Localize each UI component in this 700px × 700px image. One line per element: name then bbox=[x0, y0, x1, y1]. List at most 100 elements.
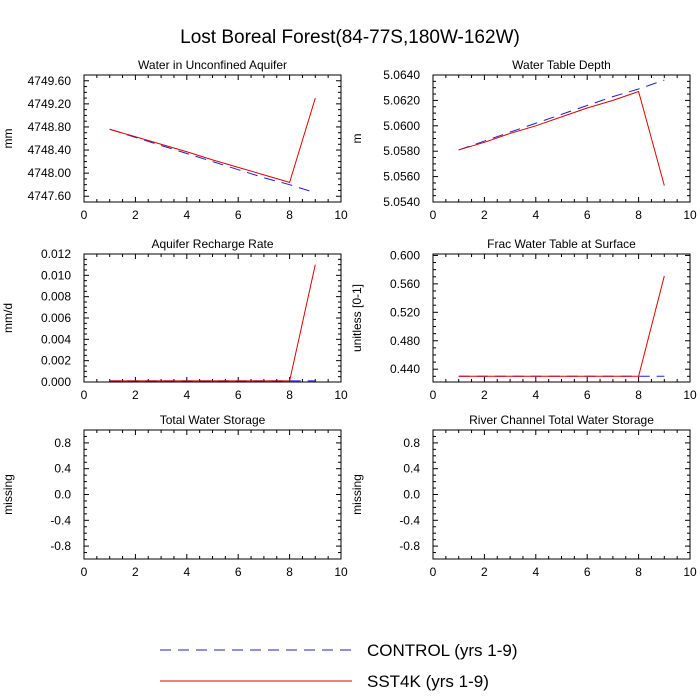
chart-panel: Frac Water Table at Surface unitless [0-1… bbox=[350, 237, 697, 402]
y-tick-label: -0.4 bbox=[50, 513, 71, 527]
y-tick-label: 0.004 bbox=[41, 332, 71, 346]
series-line bbox=[458, 90, 665, 186]
chart-panel: Aquifer Recharge Rate mm/d 0 2 4 6 8 10 0.000 0.0… bbox=[1, 237, 348, 402]
x-tick-label: 4 bbox=[532, 388, 539, 402]
x-tick-label: 10 bbox=[334, 208, 348, 222]
x-tick-label: 8 bbox=[286, 565, 293, 579]
x-tick-label: 10 bbox=[683, 388, 697, 402]
y-axis-label: missing bbox=[1, 474, 15, 515]
y-tick-label: 0.010 bbox=[41, 268, 71, 282]
panel-title: Total Water Storage bbox=[160, 413, 266, 427]
chart-panel: Water in Unconfined Aquifer mm 0 2 4 6 8 10 4747… bbox=[1, 58, 348, 222]
y-tick-label: 4748.40 bbox=[28, 143, 72, 157]
x-tick-label: 2 bbox=[481, 388, 488, 402]
y-tick-label: 0.002 bbox=[41, 354, 71, 368]
x-tick-label: 0 bbox=[430, 388, 437, 402]
y-tick-label: 0.0 bbox=[403, 488, 420, 502]
x-tick-label: 0 bbox=[430, 565, 437, 579]
y-tick-label: 0.0 bbox=[54, 488, 71, 502]
plot-frame bbox=[83, 253, 342, 383]
series-line bbox=[458, 79, 665, 151]
x-tick-label: 6 bbox=[584, 565, 591, 579]
x-tick-label: 10 bbox=[683, 565, 697, 579]
chart-panel: Total Water Storage missing 0 2 4 6 8 10 -0.8 -0.… bbox=[1, 413, 348, 579]
plot-frame bbox=[432, 253, 691, 383]
plot-frame bbox=[432, 429, 691, 560]
x-tick-label: 4 bbox=[183, 388, 190, 402]
chart-panel: Water Table Depth m 0 2 4 6 8 10 5.0540 5.0560 5.0… bbox=[350, 58, 697, 222]
y-tick-label: 0.440 bbox=[390, 362, 420, 376]
y-tick-label: 0.4 bbox=[403, 462, 420, 476]
x-tick-label: 8 bbox=[635, 208, 642, 222]
x-tick-label: 4 bbox=[183, 208, 190, 222]
y-tick-label: 0.006 bbox=[41, 311, 71, 325]
y-tick-label: 4749.20 bbox=[28, 97, 72, 111]
y-axis-label: unitless [0-1] bbox=[350, 284, 364, 352]
x-tick-label: 8 bbox=[635, 565, 642, 579]
y-tick-label: 4748.00 bbox=[28, 166, 72, 180]
x-tick-label: 0 bbox=[81, 565, 88, 579]
x-tick-label: 6 bbox=[584, 388, 591, 402]
y-tick-label: 4747.60 bbox=[28, 189, 72, 203]
y-tick-label: 0.4 bbox=[54, 462, 71, 476]
y-tick-label: 0.012 bbox=[41, 247, 71, 261]
y-axis-label: mm bbox=[1, 129, 15, 149]
plot-frame bbox=[83, 74, 342, 203]
y-tick-label: -0.8 bbox=[399, 539, 420, 553]
x-tick-label: 8 bbox=[635, 388, 642, 402]
y-axis-label: m bbox=[350, 134, 364, 144]
y-axis-label: mm/d bbox=[1, 303, 15, 333]
panel-title: Aquifer Recharge Rate bbox=[151, 237, 273, 251]
panel-title: Frac Water Table at Surface bbox=[487, 237, 636, 251]
y-tick-label: -0.4 bbox=[399, 513, 420, 527]
legend-label-control: CONTROL (yrs 1-9) bbox=[367, 641, 518, 660]
y-tick-label: 0.480 bbox=[390, 334, 420, 348]
x-tick-label: 0 bbox=[430, 208, 437, 222]
x-tick-label: 8 bbox=[286, 208, 293, 222]
y-axis-label: missing bbox=[350, 474, 364, 515]
series-line bbox=[109, 97, 316, 183]
y-tick-label: 4749.60 bbox=[28, 74, 72, 88]
series-line bbox=[109, 264, 316, 382]
x-tick-label: 10 bbox=[334, 565, 348, 579]
y-tick-label: 0.600 bbox=[390, 248, 420, 262]
chart-panel: River Channel Total Water Storage missing… bbox=[350, 413, 697, 579]
x-tick-label: 4 bbox=[532, 208, 539, 222]
x-tick-label: 6 bbox=[235, 388, 242, 402]
legend-label-sst4k: SST4K (yrs 1-9) bbox=[367, 672, 489, 691]
figure-title: Lost Boreal Forest(84-77S,180W-162W) bbox=[180, 27, 520, 48]
plot-frame bbox=[432, 74, 691, 203]
x-tick-label: 0 bbox=[81, 388, 88, 402]
legend: CONTROL (yrs 1-9) SST4K (yrs 1-9) bbox=[160, 641, 518, 691]
y-tick-label: 0.8 bbox=[54, 436, 71, 450]
y-tick-label: -0.8 bbox=[50, 539, 71, 553]
y-tick-label: 4748.80 bbox=[28, 120, 72, 134]
x-tick-label: 4 bbox=[532, 565, 539, 579]
y-tick-label: 5.0640 bbox=[383, 68, 420, 82]
y-tick-label: 5.0560 bbox=[383, 170, 420, 184]
x-tick-label: 2 bbox=[132, 388, 139, 402]
y-tick-label: 5.0600 bbox=[383, 119, 420, 133]
x-tick-label: 10 bbox=[334, 388, 348, 402]
panel-title: Water Table Depth bbox=[512, 58, 611, 72]
panel-title: River Channel Total Water Storage bbox=[469, 413, 654, 427]
y-tick-label: 0.520 bbox=[390, 305, 420, 319]
x-tick-label: 8 bbox=[286, 388, 293, 402]
y-tick-label: 0.000 bbox=[41, 375, 71, 389]
y-tick-label: 0.560 bbox=[390, 277, 420, 291]
y-tick-label: 5.0620 bbox=[383, 93, 420, 107]
x-tick-label: 6 bbox=[235, 565, 242, 579]
x-tick-label: 2 bbox=[132, 208, 139, 222]
x-tick-label: 10 bbox=[683, 208, 697, 222]
panel-title: Water in Unconfined Aquifer bbox=[138, 58, 287, 72]
series-line bbox=[458, 275, 665, 377]
y-tick-label: 0.008 bbox=[41, 290, 71, 304]
y-tick-label: 0.8 bbox=[403, 436, 420, 450]
x-tick-label: 2 bbox=[132, 565, 139, 579]
y-tick-label: 5.0540 bbox=[383, 195, 420, 209]
plot-frame bbox=[83, 429, 342, 560]
x-tick-label: 6 bbox=[235, 208, 242, 222]
x-tick-label: 2 bbox=[481, 208, 488, 222]
x-tick-label: 0 bbox=[81, 208, 88, 222]
